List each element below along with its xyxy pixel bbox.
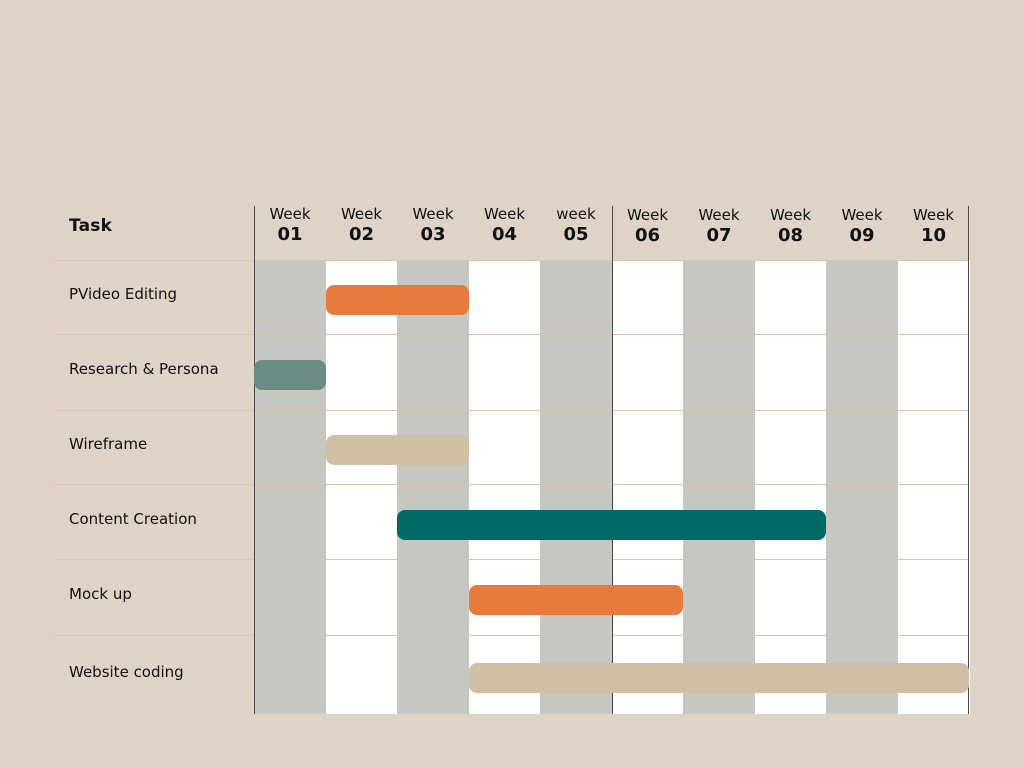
week-column-08 [754, 260, 827, 714]
week-header-label: Week [626, 206, 669, 224]
week-header-number: 06 [634, 224, 661, 246]
week-header-label: Week [269, 205, 311, 223]
week-column-07 [683, 260, 755, 714]
week-header-label: week [556, 205, 596, 223]
row-separator [55, 410, 968, 411]
week-header-label: Week [483, 205, 526, 223]
week-header-number: 01 [277, 223, 303, 245]
task-label: PVideo Editing [69, 285, 178, 303]
week-header-label: Week [912, 206, 955, 224]
row-separator [55, 484, 968, 485]
week-header-07: Week 07 [683, 206, 755, 247]
week-header-06: Week 06 [612, 206, 684, 247]
week-header-09: Week 09 [826, 206, 898, 247]
row-separator [55, 635, 968, 636]
week-header-number: 10 [920, 224, 947, 246]
row-separator [55, 559, 968, 560]
week-header-number: 05 [563, 223, 589, 245]
week-header-number: 03 [420, 223, 446, 245]
task-label: Mock up [69, 585, 132, 603]
week-header-02: Week 02 [326, 205, 398, 246]
week-header-04: Week 04 [469, 205, 541, 246]
week-column-02 [325, 260, 398, 714]
week-column-04 [468, 260, 541, 714]
task-label: Wireframe [69, 435, 148, 453]
week-header-03: Week 03 [397, 205, 469, 246]
grid-vertical-line [968, 206, 969, 714]
week-header-number: 02 [348, 223, 375, 245]
task-bar [468, 585, 683, 615]
week-header-number: 04 [491, 223, 518, 245]
row-separator [55, 334, 968, 335]
week-header-number: 08 [777, 224, 804, 246]
week-header-number: 07 [706, 224, 732, 246]
week-header-01: Week 01 [254, 205, 326, 246]
task-label: Website coding [69, 662, 184, 681]
header-separator [55, 260, 968, 261]
task-bar [397, 509, 826, 540]
week-header-label: Week [412, 205, 454, 223]
week-column-05 [540, 260, 612, 714]
week-header-05: week 05 [540, 205, 612, 246]
task-bar [325, 285, 469, 315]
week-header-label: Week [769, 206, 812, 224]
week-column-01 [254, 260, 326, 714]
week-header-label: Week [841, 206, 883, 224]
task-bar [254, 360, 326, 390]
week-column-06 [611, 260, 684, 714]
task-column-header: Task [69, 216, 113, 236]
week-column-10 [897, 260, 970, 714]
task-label: Research & Persona [69, 360, 219, 378]
week-header-08: Week 08 [755, 206, 827, 247]
week-column-03 [397, 260, 469, 714]
grid-vertical-line [611, 206, 613, 714]
week-header-number: 09 [849, 224, 875, 246]
week-column-09 [826, 260, 898, 714]
grid-vertical-line [254, 206, 255, 714]
week-header-label: Week [698, 206, 740, 224]
task-bar [325, 435, 469, 465]
week-header-10: Week 10 [898, 206, 970, 247]
task-label: Content Creation [69, 509, 197, 528]
week-header-label: Week [340, 205, 383, 223]
task-bar [468, 662, 969, 693]
